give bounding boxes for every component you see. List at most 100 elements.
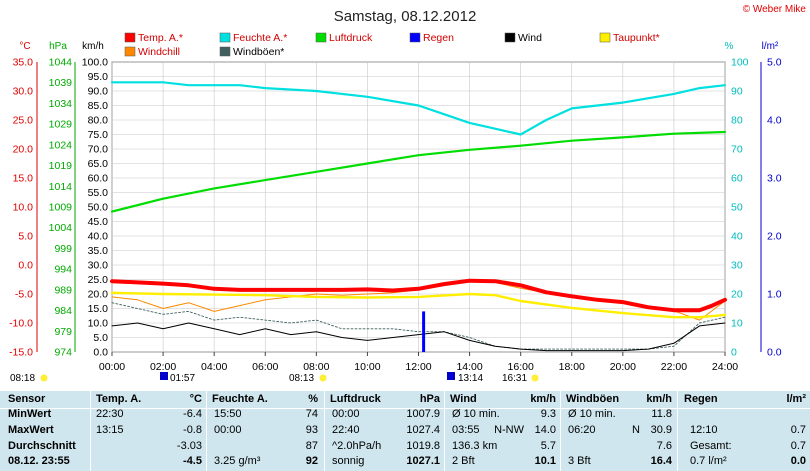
header-pressure: Luftdruck [330, 393, 381, 405]
header-gusts-unit: km/h [646, 393, 672, 405]
humidity-tick-label: 50 [731, 202, 743, 214]
temp-value: -0.8 [183, 424, 202, 436]
wind-tick-label: 70.0 [88, 144, 109, 156]
sunrise-time: 08:13 [289, 373, 314, 384]
wind-tick-label: 40.0 [88, 231, 109, 243]
x-tick-label: 16:00 [508, 361, 534, 373]
grid [111, 61, 726, 353]
humidity-unit-label: % [725, 41, 734, 52]
humidity-value: 74 [305, 408, 318, 420]
header-sensor: Sensor [8, 393, 46, 405]
rain-tick-label: 4.0 [767, 115, 782, 127]
pressure-time: 00:00 [332, 408, 360, 420]
wind-tick-label: 100.0 [82, 57, 108, 69]
wind-tick-label: 25.0 [88, 274, 109, 286]
humidity-time: 00:00 [214, 424, 242, 436]
legend-swatch [599, 32, 611, 43]
legend-swatch [315, 32, 327, 43]
wind-value: 5.7 [540, 440, 556, 452]
wind-tick-label: 65.0 [88, 158, 109, 170]
rain-tick-label: 1.0 [767, 289, 782, 301]
wind-time: 03:55 [452, 424, 480, 436]
x-tick-label: 04:00 [201, 361, 227, 373]
series-luftdruck-line [110, 130, 727, 213]
pressure-tick-label: 1004 [49, 222, 73, 234]
wind-time: Ø 10 min. [452, 408, 500, 420]
pressure-tick-label: 1014 [49, 181, 73, 193]
temp-time: 13:15 [96, 424, 124, 436]
legend-swatch [219, 46, 231, 57]
wind-tick-label: 20.0 [88, 289, 109, 301]
pressure-value: 1027.4 [406, 424, 440, 436]
rain-bar [422, 311, 426, 352]
x-tick-label: 06:00 [252, 361, 278, 373]
copyright-text: © Weber Mike [743, 4, 807, 15]
header-temp-unit: °C [189, 393, 202, 405]
pressure-tick-label: 994 [54, 264, 72, 276]
x-tick-label: 10:00 [354, 361, 380, 373]
temp-value: -3.03 [176, 440, 202, 452]
wind-tick-label: 85.0 [88, 100, 109, 112]
pressure-tick-label: 989 [54, 284, 72, 296]
humidity-value: 92 [305, 455, 318, 467]
rain-value: 0.7 [790, 424, 806, 436]
humidity-tick-label: 40 [731, 231, 743, 243]
wind-tick-label: 90.0 [88, 86, 109, 98]
humidity-tick-label: 60 [731, 173, 743, 185]
series-wind-line [111, 322, 726, 352]
wind-tick-label: 80.0 [88, 115, 109, 127]
wind-tick-label: 0.0 [93, 347, 108, 359]
wind-tick-label: 5.0 [93, 332, 108, 344]
x-tick-label: 20:00 [610, 361, 636, 373]
temp-unit-label: °C [19, 41, 30, 52]
x-tick-label: 02:00 [150, 361, 176, 373]
wind-tick-label: 55.0 [88, 187, 109, 199]
moonrise-icon [160, 372, 168, 380]
legend-label: Windböen* [233, 46, 284, 58]
temp-tick-label: 5.0 [18, 231, 33, 243]
row-label: 08.12. 23:55 [8, 455, 70, 467]
header-humidity-unit: % [308, 393, 318, 405]
pressure-tick-label: 984 [54, 305, 72, 317]
sun-icon [40, 374, 48, 382]
legend-swatch [124, 32, 136, 43]
gust-value: 7.6 [656, 440, 672, 452]
wind-value: 9.3 [540, 408, 556, 420]
series-temp-a-line [110, 278, 727, 313]
gust-value: 30.9 [650, 424, 672, 436]
header-wind-unit: km/h [530, 393, 556, 405]
wind-time: 2 Bft [452, 455, 475, 467]
pressure-tick-label: 1009 [49, 202, 73, 214]
pressure-tick-label: 1029 [49, 119, 73, 131]
pressure-value: 1027.1 [406, 455, 440, 467]
x-tick-label: 08:00 [303, 361, 329, 373]
temp-tick-label: 20.0 [13, 144, 34, 156]
legend-label: Taupunkt* [613, 32, 660, 44]
moonset-time: 13:14 [458, 373, 483, 384]
header-wind: Wind [450, 393, 477, 405]
gust-direction: N [632, 424, 640, 436]
wind-unit-label: km/h [82, 41, 104, 52]
temp-tick-label: 15.0 [13, 173, 34, 185]
prev-day-time: 08:18 [10, 373, 35, 384]
x-tick-label: 18:00 [559, 361, 585, 373]
wind-tick-label: 50.0 [88, 202, 109, 214]
gust-value: 16.4 [650, 455, 672, 467]
pressure-tick-label: 1034 [49, 98, 73, 110]
summary-table: Sensor Temp. A. °C Feuchte A. % Luftdruc… [0, 391, 810, 471]
rain-tick-label: 3.0 [767, 173, 782, 185]
gust-value: 11.8 [651, 408, 672, 420]
x-tick-label: 24:00 [712, 361, 738, 373]
pressure-time: sonnig [332, 455, 365, 467]
gust-time: 06:20 [568, 424, 596, 436]
legend-label: Temp. A.* [138, 32, 183, 44]
sunset-icon [531, 374, 539, 382]
pressure-tick-label: 974 [54, 347, 72, 359]
humidity-tick-label: 100 [731, 57, 749, 69]
rain-tick-label: 2.0 [767, 231, 782, 243]
pressure-time: ^2.0hPa/h [332, 440, 382, 452]
humidity-tick-label: 0 [731, 347, 737, 359]
temp-time: 22:30 [96, 408, 124, 420]
pressure-value: 1007.9 [406, 408, 440, 420]
